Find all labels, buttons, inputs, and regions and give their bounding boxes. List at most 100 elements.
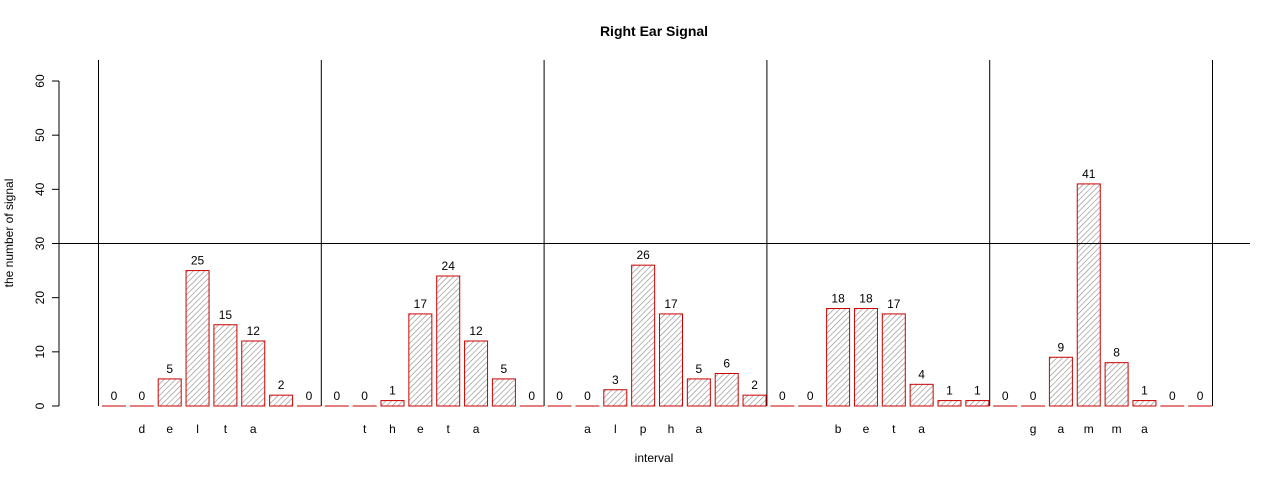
category-label: e [166, 422, 173, 436]
bar-value-label: 5 [166, 362, 173, 376]
category-label: a [1141, 422, 1148, 436]
bar-value-label: 3 [612, 373, 619, 387]
category-label: l [614, 422, 617, 436]
bar [436, 275, 461, 407]
bar [1048, 356, 1073, 407]
bar [714, 373, 739, 407]
bar [241, 340, 266, 407]
y-tick-label: 60 [33, 74, 47, 88]
bar [965, 400, 990, 407]
bar [269, 394, 294, 407]
bar-value-label: 12 [247, 324, 261, 338]
bar-value-label: 6 [723, 357, 730, 371]
bar [380, 400, 405, 407]
bar-value-label: 1 [389, 384, 396, 398]
y-axis-label: the number of signal [2, 179, 16, 288]
bar [631, 264, 656, 407]
category-label: h [668, 422, 675, 436]
category-label: e [863, 422, 870, 436]
bar-value-label: 0 [333, 389, 340, 403]
category-label: t [892, 422, 896, 436]
bar-value-label: 2 [751, 378, 758, 392]
category-label: d [139, 422, 146, 436]
bar-value-label: 0 [584, 389, 591, 403]
y-axis: 0 10 20 30 40 50 60 [33, 74, 60, 409]
bar-value-label: 2 [278, 378, 285, 392]
bar [185, 270, 210, 407]
bar [826, 308, 851, 407]
category-label: a [696, 422, 703, 436]
category-label: a [918, 422, 925, 436]
bar-value-label: 0 [1169, 389, 1176, 403]
bar-value-label: 0 [779, 389, 786, 403]
bar-value-label: 26 [636, 248, 650, 262]
bar-value-label: 24 [442, 259, 456, 273]
category-label: b [835, 422, 842, 436]
bar-value-label: 1 [1141, 384, 1148, 398]
bar [881, 313, 906, 407]
bar [853, 308, 878, 407]
bar [1104, 362, 1129, 407]
bar-value-label: 5 [696, 362, 703, 376]
y-tick-label: 10 [33, 345, 47, 359]
bar-value-label: 1 [946, 384, 953, 398]
bar-value-label: 18 [859, 292, 873, 306]
category-label: a [473, 422, 480, 436]
bar-value-label: 17 [664, 297, 678, 311]
bar [408, 313, 433, 407]
bar [213, 324, 238, 407]
category-label: a [1058, 422, 1065, 436]
section-separators [98, 60, 1213, 406]
chart-title: Right Ear Signal [600, 23, 708, 39]
bar-value-label: 5 [501, 362, 508, 376]
category-label: e [417, 422, 424, 436]
bar [1076, 183, 1101, 407]
bar [742, 394, 767, 407]
category-label: t [224, 422, 228, 436]
category-label: p [640, 422, 647, 436]
bar-value-label: 0 [556, 389, 563, 403]
bars [102, 183, 1213, 407]
bar [157, 378, 182, 407]
bar [937, 400, 962, 407]
y-tick-label: 40 [33, 182, 47, 196]
category-label: h [389, 422, 396, 436]
bar-value-label: 41 [1082, 167, 1096, 181]
y-tick-label: 0 [33, 402, 47, 409]
category-label: t [363, 422, 367, 436]
bar-value-label: 9 [1058, 340, 1065, 354]
bar-value-label: 0 [361, 389, 368, 403]
bar-value-label: 18 [831, 292, 845, 306]
bar-value-label: 1 [974, 384, 981, 398]
bar [603, 389, 628, 407]
bar-value-label: 0 [1002, 389, 1009, 403]
bar [909, 383, 934, 407]
bar-value-label: 15 [219, 308, 233, 322]
y-tick-label: 50 [33, 128, 47, 142]
bar-value-label: 0 [1197, 389, 1204, 403]
bar-value-label: 0 [1030, 389, 1037, 403]
bar-value-label: 17 [414, 297, 428, 311]
bar-value-label: 4 [918, 367, 925, 381]
category-label: m [1084, 422, 1094, 436]
category-label: a [250, 422, 257, 436]
x-axis-label: interval [635, 451, 674, 465]
bar-value-label: 0 [807, 389, 814, 403]
bar-value-label: 0 [139, 389, 146, 403]
bar-value-label: 12 [469, 324, 483, 338]
bar-value-label: 0 [528, 389, 535, 403]
category-label: l [196, 422, 199, 436]
bar-value-label: 0 [111, 389, 118, 403]
bar-value-label: 8 [1113, 346, 1120, 360]
bar-value-label: 0 [306, 389, 313, 403]
bar [659, 313, 683, 407]
bar-value-label: 25 [191, 254, 205, 268]
y-tick-label: 30 [33, 237, 47, 251]
y-tick-label: 20 [33, 291, 47, 305]
bar-value-label: 17 [887, 297, 901, 311]
bar [464, 340, 489, 407]
bar [686, 378, 711, 407]
